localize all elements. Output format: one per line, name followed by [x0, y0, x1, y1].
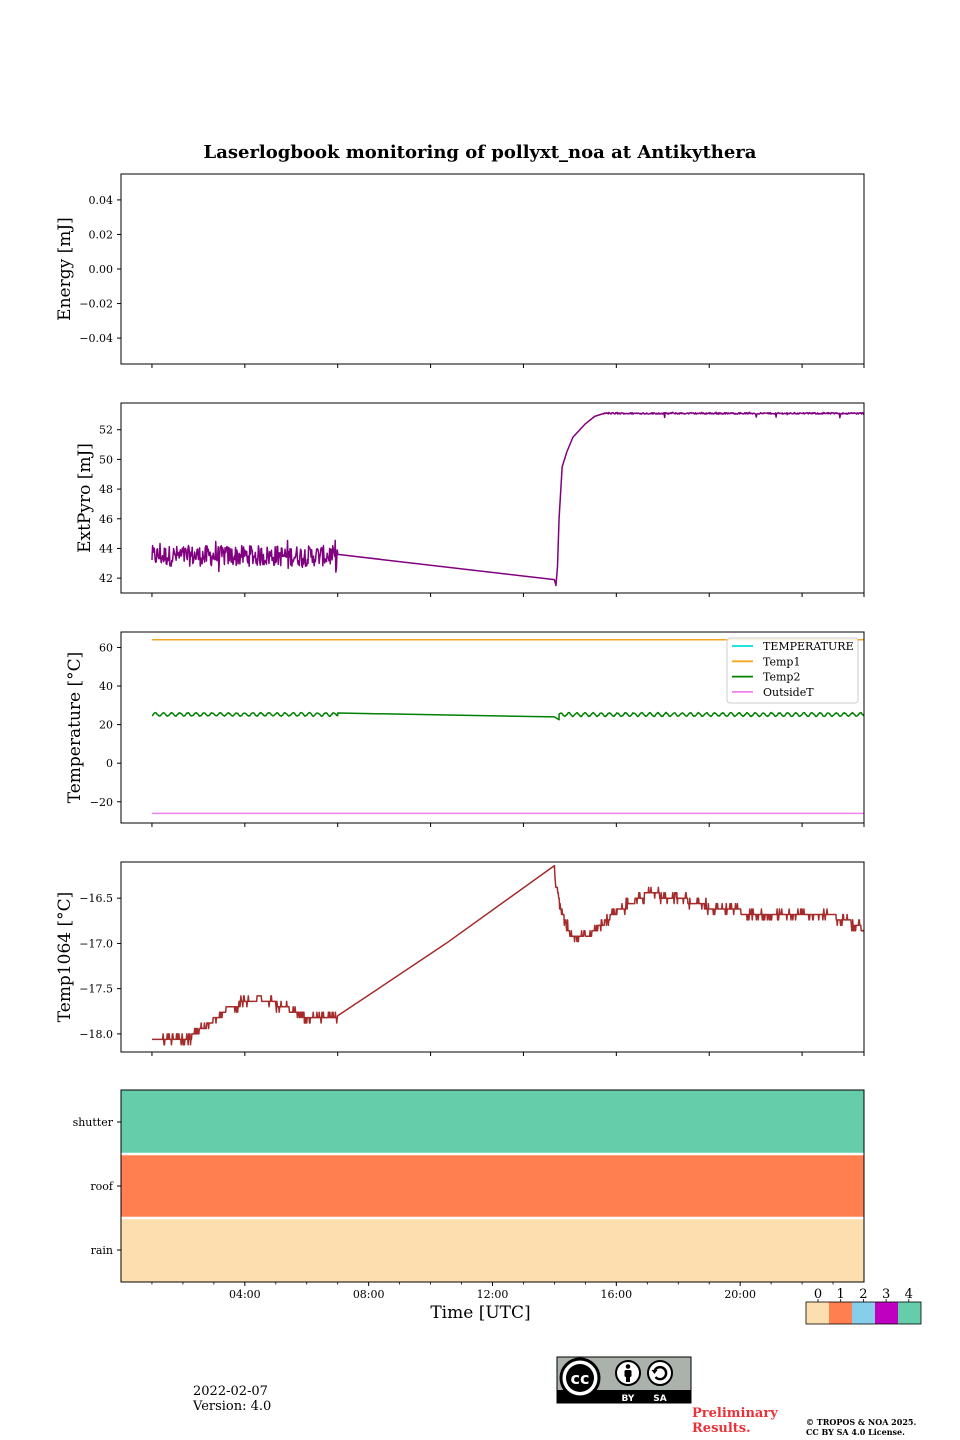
colorbar-tick-label: 1	[837, 1287, 845, 1302]
axes-frame	[120, 1089, 865, 1283]
colorbar-tick-label: 3	[882, 1287, 890, 1302]
y-axis-label: ExtPyro [mJ]	[75, 443, 95, 553]
series-group	[151, 411, 864, 587]
colorbar-cell-1	[829, 1302, 852, 1324]
colorbar-tick-label: 4	[905, 1287, 913, 1302]
panel-2: 42 44 46 48 50 52 ExtPyro [mJ]	[75, 402, 865, 597]
x-tick-label: 08:00	[353, 1288, 385, 1301]
colorbar-cell-4	[898, 1302, 921, 1324]
y-axis-label: Energy [mJ]	[55, 217, 75, 321]
x-tick-label: 12:00	[477, 1288, 509, 1301]
y-tick-label: 44	[99, 542, 113, 555]
cc-text: cc	[571, 1369, 590, 1388]
panel-3: 60 40 20 0 −20 Temperature [°C] TEMPERATURE Tem…	[65, 631, 865, 827]
legend-box	[726, 637, 859, 704]
panel-1: 0.04 0.02 0.00 −0.02 −0.04 Energy [mJ]	[55, 173, 865, 368]
sa-text: SA	[653, 1394, 666, 1404]
legend-label-temperature: TEMPERATURE	[763, 640, 854, 653]
y-tick-label: 52	[99, 424, 113, 437]
y-tick-label: −18.0	[79, 1028, 113, 1041]
share-alike-icon	[647, 1360, 673, 1386]
legend-label-temp1: Temp1	[763, 655, 800, 668]
y-tick-label: 40	[99, 680, 113, 693]
version-label: Version: 4.0	[193, 1399, 272, 1414]
attribution-icon	[615, 1360, 641, 1386]
legend-label-temp2: Temp2	[763, 671, 800, 684]
axes-background	[121, 403, 864, 593]
series-line-data	[151, 411, 864, 587]
y-tick-label: 50	[99, 453, 113, 466]
row-label-shutter: shutter	[73, 1116, 114, 1129]
row-label-rain: rain	[91, 1244, 113, 1257]
axes-background	[121, 862, 864, 1052]
colorbar-tick-label: 2	[859, 1287, 867, 1302]
copyright-line-1: © TROPOS & NOA 2025.	[806, 1417, 917, 1427]
preliminary-line-1: Preliminary	[692, 1406, 778, 1421]
y-tick-label: 0.02	[89, 228, 114, 241]
y-axis-label: Temp1064 [°C]	[55, 892, 75, 1023]
colorbar-tick-label: 0	[814, 1287, 822, 1302]
x-axis-label: Time [UTC]	[430, 1303, 530, 1323]
x-tick-label: 20:00	[724, 1288, 756, 1301]
axes-frame	[120, 631, 865, 824]
y-tick-label: 48	[99, 483, 113, 496]
x-tick-label: 16:00	[600, 1288, 632, 1301]
date-label: 2022-02-07	[193, 1384, 268, 1399]
y-axis-label: Temperature [°C]	[65, 652, 85, 804]
by-text: BY	[622, 1394, 635, 1404]
preliminary-results-label: Preliminary Results.	[692, 1406, 778, 1436]
x-tick-label: 04:00	[229, 1288, 261, 1301]
copyright-notice: © TROPOS & NOA 2025. CC BY SA 4.0 Licens…	[806, 1417, 916, 1437]
heatmap-row-rain	[121, 1218, 864, 1282]
y-tick-label: 60	[99, 641, 113, 654]
chart-title: Laserlogbook monitoring of pollyxt_noa a…	[204, 142, 757, 163]
y-tick-label: −16.5	[79, 892, 113, 905]
y-tick-label: −17.5	[79, 983, 113, 996]
panel-4: −16.5 −17.0 −17.5 −18.0 Temp1064 [°C]	[55, 861, 865, 1056]
colorbar-cell-2	[852, 1302, 875, 1324]
series-line-temp2	[151, 711, 864, 721]
row-label-roof: roof	[90, 1180, 114, 1193]
copyright-line-2: CC BY SA 4.0 License.	[806, 1427, 905, 1437]
y-tick-label: −0.02	[79, 298, 113, 311]
y-tick-label: 0.04	[89, 194, 114, 207]
y-tick-label: −20	[90, 796, 113, 809]
axes-frame	[120, 402, 865, 594]
colorbar-cell-3	[875, 1302, 898, 1324]
y-tick-label: −17.0	[79, 937, 113, 950]
heatmap-row-shutter	[121, 1090, 864, 1154]
colorbar-cell-0	[806, 1302, 829, 1324]
axes-frame	[120, 861, 865, 1053]
axes-background	[121, 174, 864, 364]
y-tick-label: 42	[99, 572, 113, 585]
y-tick-label: 0	[106, 757, 113, 770]
series-group	[151, 864, 864, 1046]
cc-icon: cc	[559, 1357, 601, 1399]
y-tick-label: −0.04	[79, 332, 113, 345]
series-line-data	[151, 864, 864, 1046]
y-tick-label: 0.00	[89, 263, 114, 276]
heatmap-row-roof	[121, 1154, 864, 1218]
y-tick-label: 20	[99, 719, 113, 732]
legend-label-outsidet: OutsideT	[763, 686, 814, 699]
y-tick-label: 46	[99, 513, 113, 526]
cc-license-badge: cc BY SA	[556, 1356, 692, 1404]
preliminary-line-2: Results.	[692, 1421, 751, 1436]
panel-5: rain roof shutter 04:00 08:00 12:00 16:00 20:00…	[73, 1089, 865, 1323]
